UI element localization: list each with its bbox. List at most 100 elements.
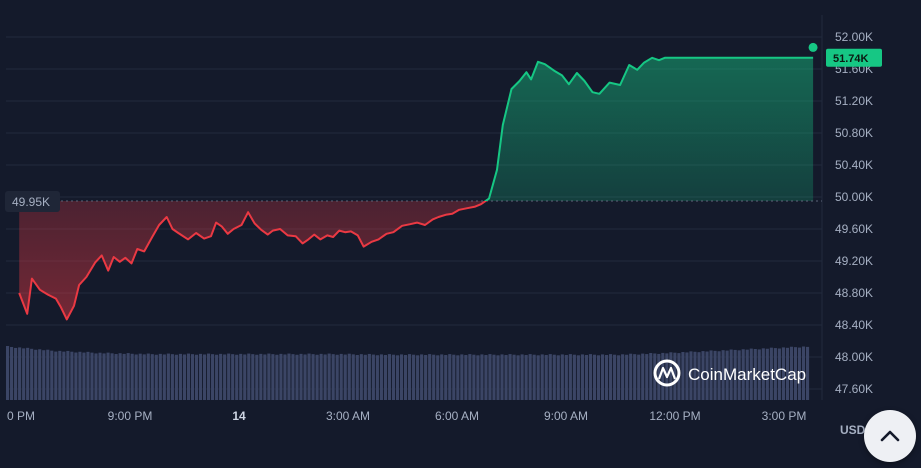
volume-bar (709, 350, 713, 400)
price-area-fill (19, 57, 814, 320)
volume-bar (98, 352, 102, 400)
volume-bar (661, 352, 665, 400)
volume-bar (46, 349, 50, 400)
volume-bar (484, 355, 488, 400)
volume-bar (701, 351, 705, 400)
volume-bar (319, 353, 323, 400)
volume-bar (717, 351, 721, 400)
volume-bar (383, 355, 387, 400)
volume-bar (219, 353, 223, 400)
chevron-up-icon (880, 430, 900, 442)
scroll-to-top-button[interactable] (864, 410, 916, 462)
y-tick-label: 51.20K (835, 94, 873, 108)
volume-bar (520, 354, 524, 400)
volume-bar (259, 353, 263, 400)
x-axis: 0 PM 9:00 PM 14 3:00 AM 6:00 AM 9:00 AM 12:00 … (7, 409, 806, 423)
volume-bar (629, 353, 633, 400)
volume-bar (625, 354, 629, 400)
volume-bar (130, 353, 134, 400)
x-tick-label: 3:00 PM (762, 409, 807, 423)
watermark-text: CoinMarketCap (688, 365, 806, 384)
volume-bar (198, 353, 203, 400)
volume-bar (190, 354, 195, 400)
volume-bar (737, 350, 741, 400)
volume-bar (122, 353, 126, 400)
volume-bar (279, 353, 283, 400)
volume-bar (150, 354, 154, 400)
volume-bar (516, 355, 520, 400)
volume-bar (797, 347, 802, 400)
volume-bar (540, 354, 544, 400)
volume-bar (705, 351, 709, 400)
y-axis: 52.00K51.60K51.20K50.80K50.40K50.00K49.6… (835, 30, 873, 396)
volume-bar (142, 354, 146, 400)
volume-bar (472, 354, 476, 400)
volume-bar (456, 355, 460, 400)
x-tick-label: 12:00 PM (649, 409, 700, 423)
volume-bar (749, 348, 753, 400)
volume-bar (580, 354, 584, 400)
y-tick-label: 48.00K (835, 350, 873, 364)
volume-bar (528, 354, 532, 400)
volume-bar (745, 349, 749, 400)
volume-bar (524, 355, 528, 400)
volume-bar (685, 352, 689, 400)
volume-bar (146, 353, 150, 400)
volume-bar (500, 354, 504, 400)
volume-bar (355, 354, 359, 400)
price-line-below-reference (18, 201, 488, 321)
volume-bar (592, 354, 597, 400)
volume-bar (347, 353, 351, 400)
volume-bar (544, 355, 548, 400)
volume-bar (227, 353, 231, 400)
x-tick-label: 6:00 AM (435, 409, 479, 423)
volume-bar (235, 354, 239, 400)
volume-bar (102, 353, 106, 400)
volume-bar (464, 355, 468, 400)
current-price-label: 51.74K (833, 53, 869, 65)
volume-bar (351, 354, 355, 400)
volume-bar (50, 350, 54, 400)
volume-bar (6, 346, 10, 400)
volume-bar (403, 355, 408, 400)
x-tick-label: 9:00 AM (544, 409, 588, 423)
volume-bar (231, 354, 235, 400)
y-tick-label: 49.20K (835, 254, 873, 268)
volume-bar (468, 354, 472, 400)
volume-bar (66, 350, 70, 400)
volume-bar (773, 348, 777, 400)
y-tick-label: 52.00K (835, 30, 873, 44)
coinmarketcap-watermark: CoinMarketCap (653, 359, 806, 387)
volume-bar (424, 355, 428, 400)
volume-bar (34, 349, 38, 400)
volume-bar (480, 354, 484, 400)
volume-bar (729, 349, 733, 400)
volume-bar (641, 353, 645, 400)
volume-bar (576, 355, 580, 400)
volume-bar (408, 354, 412, 400)
volume-bar (367, 353, 371, 400)
volume-bar (311, 354, 315, 400)
volume-bar (496, 355, 500, 400)
volume-bar (303, 354, 307, 400)
volume-bar (548, 354, 552, 400)
volume-bar (90, 352, 94, 400)
volume-bar (10, 346, 14, 400)
volume-bars (6, 346, 810, 400)
volume-bar (339, 353, 343, 400)
volume-bar (765, 348, 769, 400)
x-tick-label: 14 (232, 409, 246, 423)
volume-bar (560, 354, 564, 400)
volume-bar (86, 351, 90, 400)
volume-bar (645, 354, 649, 400)
area-above-reference (19, 57, 814, 201)
volume-bar (564, 355, 568, 400)
volume-bar (74, 352, 78, 400)
volume-bar (110, 353, 114, 400)
volume-bar (70, 351, 74, 400)
volume-bar (391, 354, 396, 400)
volume-bar (82, 352, 86, 400)
volume-bar (42, 350, 46, 400)
volume-bar (106, 352, 110, 400)
